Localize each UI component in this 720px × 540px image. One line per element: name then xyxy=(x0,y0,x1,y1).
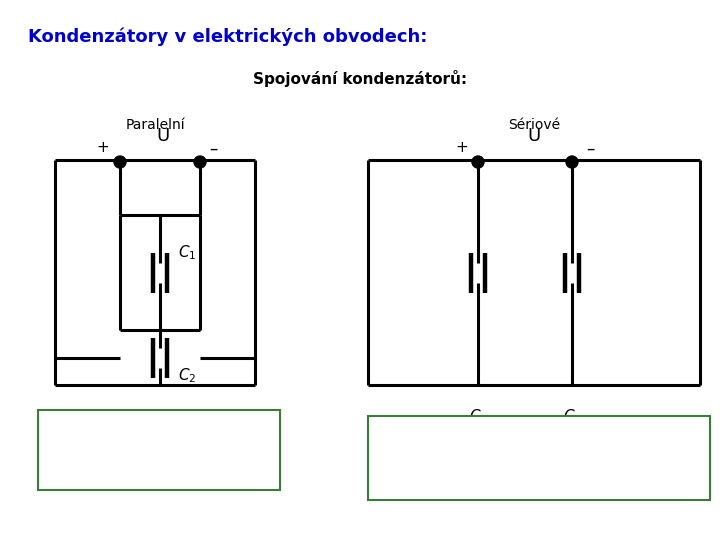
Text: $\mathbf{\dfrac{1}{C} = \dfrac{1}{C_1} + \dfrac{1}{C_2}}$: $\mathbf{\dfrac{1}{C} = \dfrac{1}{C_1} +… xyxy=(476,435,602,481)
FancyBboxPatch shape xyxy=(38,410,280,490)
Text: Kondenzátory v elektrických obvodech:: Kondenzátory v elektrických obvodech: xyxy=(28,28,428,46)
Circle shape xyxy=(194,156,206,168)
Text: –: – xyxy=(586,140,594,158)
Text: –: – xyxy=(209,140,217,158)
FancyBboxPatch shape xyxy=(368,416,710,500)
Text: $C_1$: $C_1$ xyxy=(469,407,487,426)
Text: +: + xyxy=(456,140,469,155)
Circle shape xyxy=(472,156,484,168)
Text: +: + xyxy=(96,140,109,155)
Text: Paralelní: Paralelní xyxy=(125,118,185,132)
Text: $\mathbf{C = C_1 + C_2}$: $\mathbf{C = C_1 + C_2}$ xyxy=(99,438,219,462)
Text: $C_1$: $C_1$ xyxy=(178,243,197,262)
Text: Sériové: Sériové xyxy=(508,118,560,132)
Text: U: U xyxy=(527,127,541,145)
Circle shape xyxy=(566,156,578,168)
Text: U: U xyxy=(156,127,170,145)
Text: Spojování kondenzátorů:: Spojování kondenzátorů: xyxy=(253,70,467,87)
Text: $C_2$: $C_2$ xyxy=(563,407,581,426)
Text: $C_2$: $C_2$ xyxy=(178,366,197,385)
Circle shape xyxy=(114,156,126,168)
